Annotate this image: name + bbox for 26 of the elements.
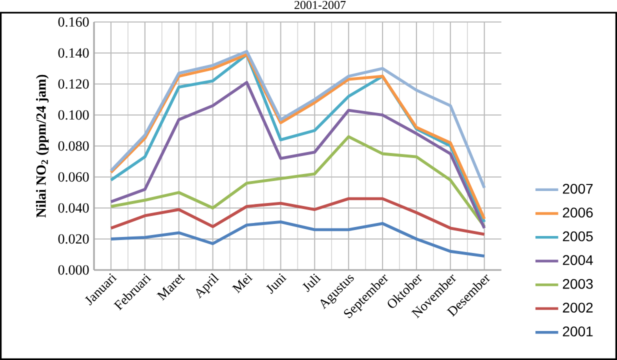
- legend-label: 2001: [562, 326, 593, 336]
- chart-title: 2001-2007: [294, 0, 346, 10]
- y-tick-label: 0.000: [58, 265, 89, 275]
- y-tick-label: 0.140: [58, 48, 89, 58]
- line-series: [110, 197, 486, 236]
- y-tick-label: 0.060: [58, 172, 89, 182]
- legend-label: 2007: [562, 184, 593, 194]
- y-tick-label: 0.040: [58, 203, 89, 213]
- y-tick-label: 0.080: [58, 141, 89, 151]
- x-tick-label: Juli: [302, 274, 322, 292]
- y-axis-title: Nilai NO$_{2}$ (ppm/24 jam): [36, 74, 49, 218]
- line-series: [110, 80, 486, 230]
- x-tick-label: Mei: [232, 273, 253, 294]
- line-series: [110, 50, 486, 190]
- y-tick-label: 0.020: [58, 234, 89, 244]
- legend-label: 2003: [562, 278, 593, 289]
- line-series: [110, 220, 486, 258]
- y-tick-label: 0.160: [58, 17, 89, 27]
- y-tick-label: 0.120: [58, 79, 89, 89]
- line-series: [110, 135, 486, 228]
- legend-label: 2006: [562, 208, 593, 218]
- y-tick-label: 0.100: [58, 110, 89, 120]
- legend-label: 2002: [562, 302, 593, 313]
- x-tick-label: Juni: [266, 273, 287, 294]
- legend-label: 2005: [562, 231, 593, 242]
- legend-label: 2004: [562, 255, 593, 266]
